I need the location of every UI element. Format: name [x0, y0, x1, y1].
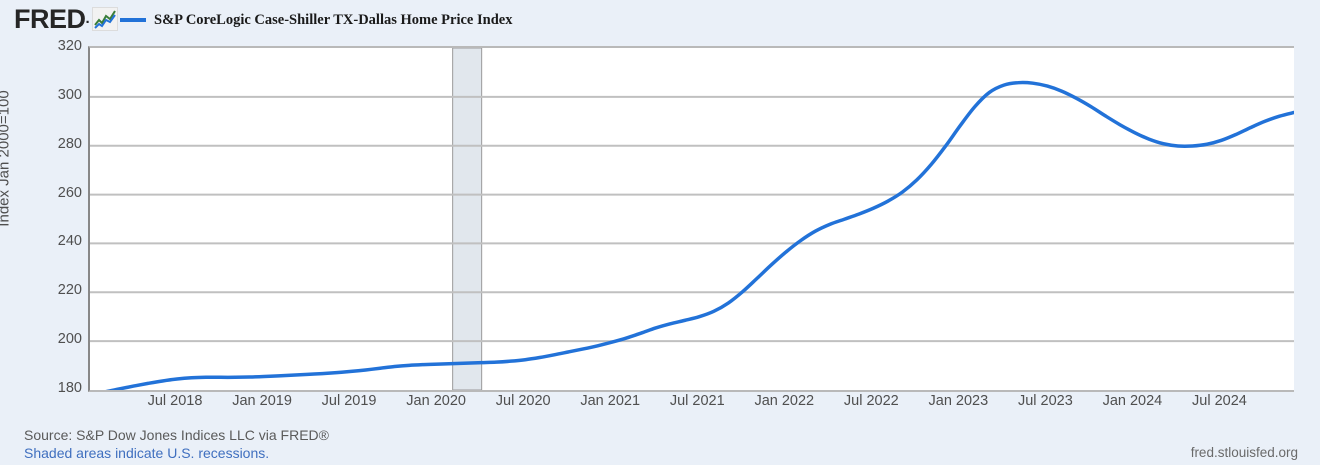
y-tick-label: 240: [57, 233, 82, 250]
recession-shading: [452, 48, 483, 390]
x-tick-label: Jan 2022: [754, 393, 815, 409]
chart-header: FRED . S&P CoreLogic Case-Shiller TX-Dal…: [0, 0, 1320, 38]
y-axis: Index Jan 2000=100 180 200 220 240 260 280 300…: [0, 0, 82, 465]
fred-wordmark-dot: .: [85, 10, 90, 27]
chart-legend: S&P CoreLogic Case-Shiller TX-Dallas Hom…: [120, 10, 512, 30]
y-tick-label: 200: [57, 331, 82, 348]
legend-series-label: S&P CoreLogic Case-Shiller TX-Dallas Hom…: [154, 11, 513, 28]
legend-color-swatch: [120, 18, 146, 22]
fred-url-text: fred.stlouisfed.org: [1190, 445, 1298, 460]
y-tick-label: 220: [57, 282, 82, 299]
x-tick-label: Jan 2021: [580, 393, 641, 409]
x-tick-label: Jan 2020: [406, 393, 466, 409]
gridlines: [90, 95, 1294, 343]
x-tick-label: Jul 2020: [495, 393, 551, 409]
recession-band: [452, 48, 483, 390]
series-line: [105, 80, 1294, 390]
chart-canvas: [90, 48, 1294, 390]
line-chart-icon: [91, 7, 118, 31]
x-tick-label: Jul 2021: [669, 393, 725, 409]
y-tick-label: 300: [57, 86, 82, 103]
x-tick-label: Jan 2023: [928, 393, 989, 409]
x-tick-label: Jul 2023: [1017, 393, 1073, 409]
fred-logo[interactable]: FRED .: [14, 4, 118, 34]
source-text: Source: S&P Dow Jones Indices LLC via FR…: [24, 427, 329, 443]
x-tick-label: Jul 2022: [843, 393, 899, 409]
x-tick-label: Jul 2024: [1192, 393, 1247, 409]
x-tick-label: Jul 2018: [147, 393, 203, 409]
y-tick-label: 320: [57, 38, 82, 54]
chart-footer: Source: S&P Dow Jones Indices LLC via FR…: [0, 425, 1320, 465]
recession-note-text: Shaded areas indicate U.S. recessions.: [24, 445, 270, 461]
y-tick-label: 260: [57, 184, 82, 201]
plot-area: [88, 46, 1294, 392]
y-tick-label: 280: [57, 135, 82, 152]
x-tick-label: Jan 2019: [232, 393, 292, 409]
data-series: [105, 80, 1294, 390]
y-tick-label: 180: [57, 380, 82, 396]
x-tick-label: Jul 2019: [321, 393, 377, 409]
x-tick-label: Jan 2024: [1102, 393, 1163, 409]
fred-wordmark: FRED: [14, 4, 86, 34]
